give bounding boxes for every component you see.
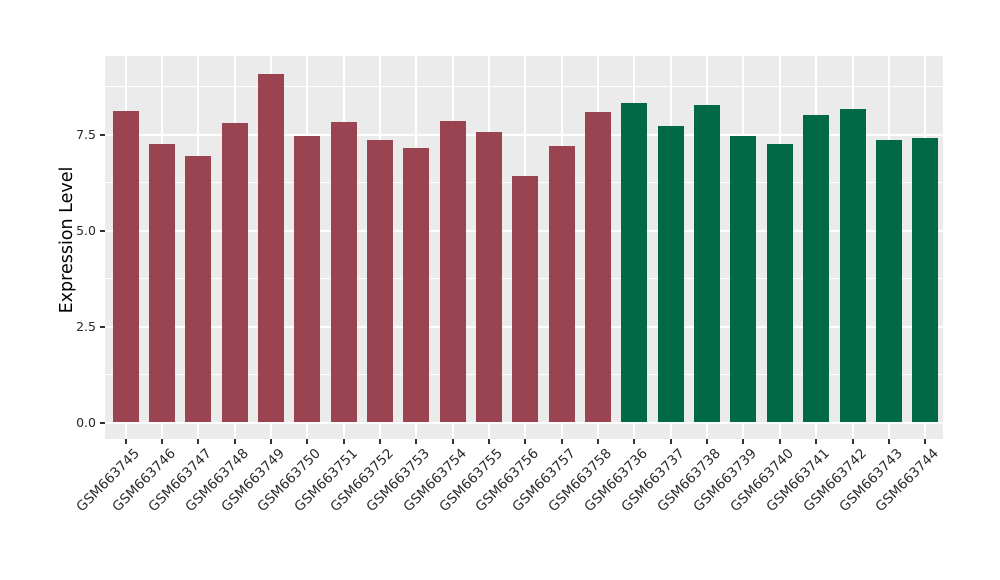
bar-GSM663753 <box>403 148 430 423</box>
x-axis-tick <box>488 439 490 444</box>
x-axis-tick <box>197 439 200 444</box>
y-axis-tick <box>100 421 105 424</box>
x-axis-tick <box>669 439 672 444</box>
bar-GSM663737 <box>657 126 684 423</box>
x-axis-tick <box>524 439 527 444</box>
bar-GSM663749 <box>257 73 284 423</box>
y-tick-label: 7.5 <box>76 126 96 142</box>
x-axis-tick <box>633 439 636 444</box>
y-tick-label: 2.5 <box>76 318 96 334</box>
x-axis-tick <box>742 439 745 444</box>
y-tick-label: 5.0 <box>76 222 96 238</box>
bar-GSM663748 <box>221 123 248 423</box>
bar-GSM663744 <box>912 137 939 423</box>
x-axis-tick <box>160 439 163 444</box>
major-gridline <box>105 133 943 136</box>
bar-GSM663742 <box>839 108 866 423</box>
y-tick-label: 0.0 <box>76 414 96 430</box>
y-axis-tick <box>100 325 105 328</box>
bar-GSM663738 <box>694 104 721 423</box>
x-axis-tick <box>851 439 854 444</box>
bar-GSM663752 <box>366 139 393 423</box>
bar-GSM663739 <box>730 135 757 423</box>
x-axis-tick <box>815 439 818 444</box>
y-axis-tick <box>100 229 105 232</box>
bar-GSM663747 <box>185 156 212 423</box>
bar-GSM663756 <box>512 176 539 423</box>
bar-GSM663750 <box>294 136 321 423</box>
bar-GSM663741 <box>803 115 830 423</box>
x-axis-tick <box>706 439 709 444</box>
bar-GSM663755 <box>476 132 502 423</box>
bar-GSM663757 <box>548 146 575 423</box>
minor-gridline <box>105 86 943 87</box>
x-axis-tick <box>887 439 890 444</box>
x-axis-tick <box>597 439 600 444</box>
bar-GSM663745 <box>112 111 139 423</box>
x-axis-tick <box>306 439 309 444</box>
x-axis-tick <box>778 439 781 444</box>
x-axis-tick <box>451 439 454 444</box>
plot-panel <box>105 56 943 439</box>
bar-GSM663758 <box>585 112 612 423</box>
bar-GSM663754 <box>439 121 466 423</box>
x-axis-tick <box>924 439 927 444</box>
x-axis-tick <box>378 439 381 444</box>
x-axis-tick <box>342 439 345 444</box>
x-axis-tick <box>415 439 418 444</box>
x-axis-tick <box>269 439 272 444</box>
bar-GSM663736 <box>621 102 648 423</box>
bar-GSM663740 <box>766 144 793 423</box>
y-axis-tick <box>100 133 105 136</box>
x-axis-tick <box>124 439 127 444</box>
major-gridline <box>105 421 943 424</box>
bar-GSM663751 <box>330 122 357 423</box>
x-axis-tick <box>233 439 236 444</box>
x-axis-tick <box>560 439 563 444</box>
bar-GSM663743 <box>875 139 902 423</box>
bar-GSM663746 <box>148 144 175 423</box>
